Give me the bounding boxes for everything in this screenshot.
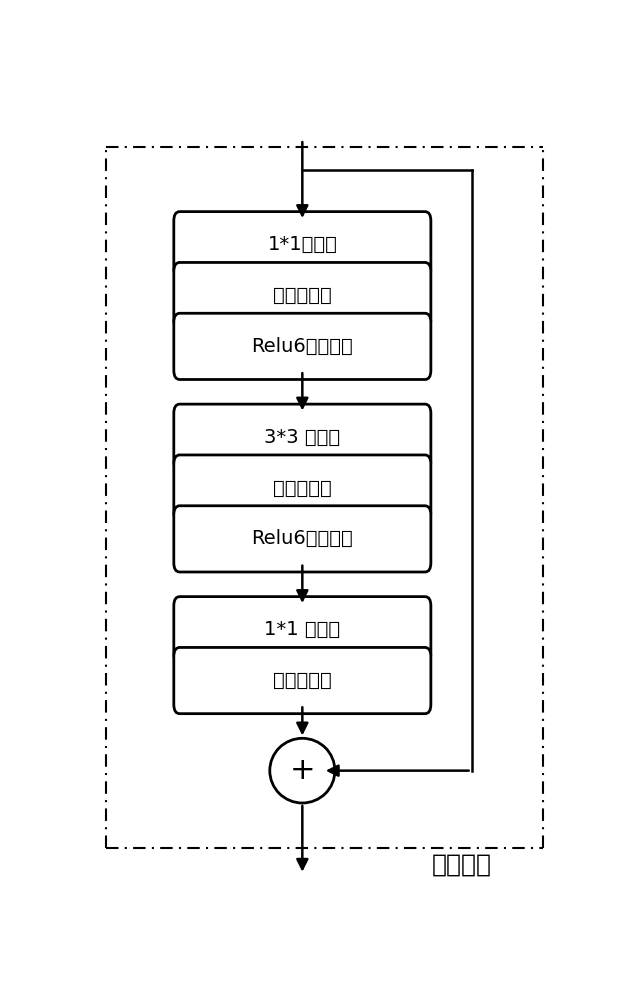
Text: Relu6激活函数: Relu6激活函数 xyxy=(251,337,353,356)
FancyBboxPatch shape xyxy=(174,506,431,572)
Text: 倒置残差: 倒置残差 xyxy=(432,853,492,877)
FancyBboxPatch shape xyxy=(174,455,431,521)
FancyBboxPatch shape xyxy=(174,313,431,379)
Text: 批量标准化: 批量标准化 xyxy=(273,286,332,305)
Text: 批量标准化: 批量标准化 xyxy=(273,671,332,690)
FancyBboxPatch shape xyxy=(174,647,431,714)
Text: 3*3 卷积层: 3*3 卷积层 xyxy=(264,428,341,447)
Text: Relu6激活函数: Relu6激活函数 xyxy=(251,529,353,548)
Text: 批量标准化: 批量标准化 xyxy=(273,479,332,498)
Ellipse shape xyxy=(270,738,335,803)
Text: 1*1卷积层: 1*1卷积层 xyxy=(267,235,337,254)
Text: +: + xyxy=(289,756,315,785)
FancyBboxPatch shape xyxy=(174,212,431,278)
FancyBboxPatch shape xyxy=(174,262,431,329)
FancyBboxPatch shape xyxy=(174,597,431,663)
FancyBboxPatch shape xyxy=(174,404,431,470)
Text: 1*1 卷积层: 1*1 卷积层 xyxy=(264,620,341,639)
